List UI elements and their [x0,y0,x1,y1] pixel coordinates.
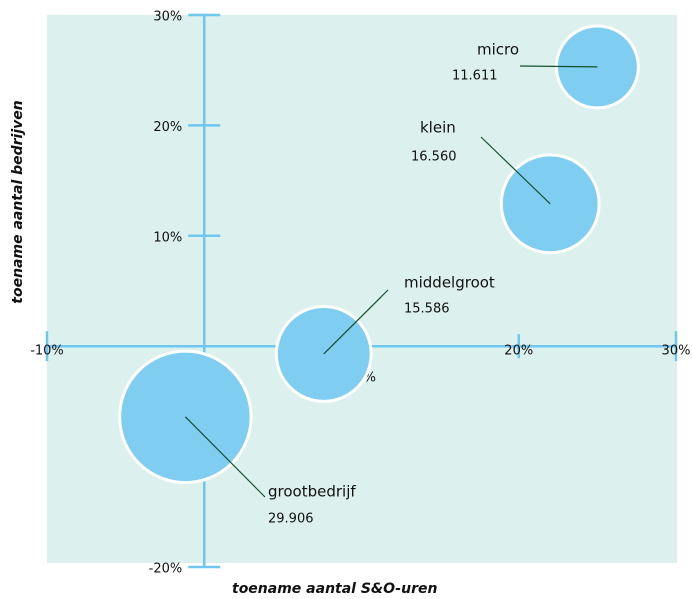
x-axis-title: toename aantal S&O-uren [232,581,437,597]
y-tick-label: 30% [153,10,182,25]
x-tick-label: 20% [504,344,533,359]
x-tick-label: -10% [30,344,64,359]
bubble-value-label: 11.611 [452,69,498,84]
x-tick-label: 30% [662,344,691,359]
leader-line [323,289,389,355]
leader-line [184,416,266,498]
bubble-label: micro [477,41,519,59]
y-tick-label: 20% [153,120,182,135]
y-tick-label: 10% [153,230,182,245]
bubble-label: middelgroot [404,274,495,292]
bubble-value-label: 29.906 [268,512,314,527]
bubble-value-label: 16.560 [411,150,457,165]
bubble-value-label: 15.586 [404,302,450,317]
y-axis-title: toename aantal bedrijven [10,100,26,304]
y-tick-label: -20% [149,562,183,577]
bubble-label: grootbedrijf [268,483,356,501]
bubble-label: klein [420,119,456,137]
leader-line [480,136,551,205]
leader-line [519,65,598,68]
